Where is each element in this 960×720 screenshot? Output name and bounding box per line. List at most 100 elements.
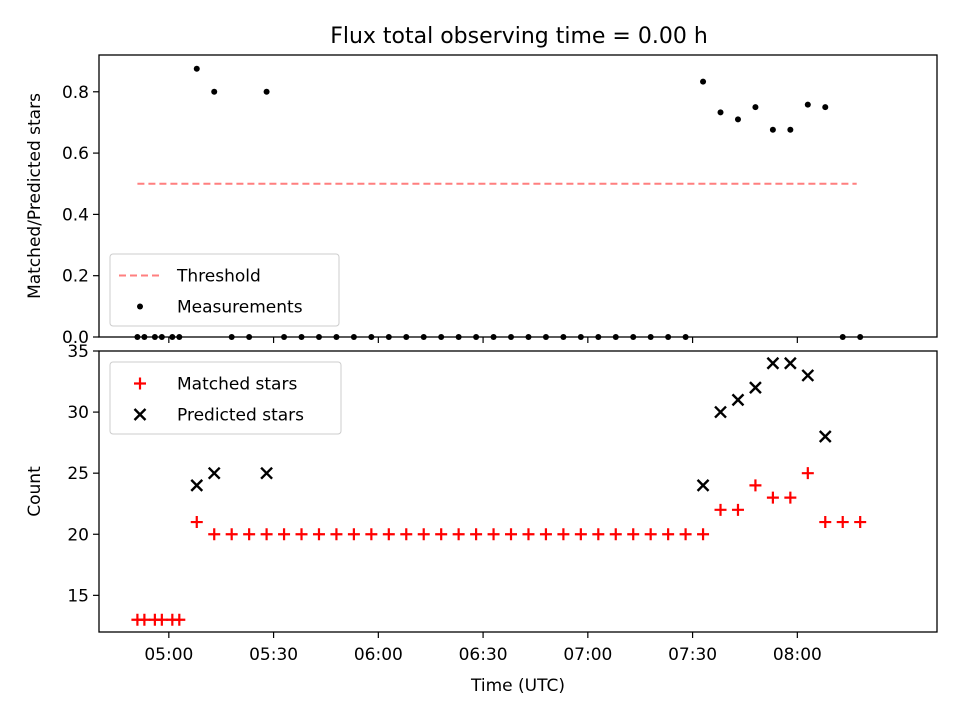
data-point [417, 528, 430, 541]
ratio-legend: Threshold Measurements [109, 253, 340, 327]
data-point [769, 126, 776, 133]
legend-label: Threshold [176, 267, 261, 287]
data-point [818, 430, 832, 443]
data-point [505, 528, 518, 541]
legend-swatch [133, 408, 147, 421]
y-tick-label: 30 [67, 403, 89, 423]
data-point [312, 528, 325, 541]
legend-label: Measurements [177, 298, 303, 318]
y-tick-label: 15 [67, 586, 89, 606]
count-y-axis-label: Count [25, 466, 45, 517]
data-point [734, 116, 741, 123]
data-point [697, 528, 710, 541]
y-tick-label: 35 [67, 342, 89, 362]
data-point [193, 65, 200, 72]
chart-title: Flux total observing time = 0.00 h [330, 24, 708, 49]
data-point [752, 104, 759, 111]
data-point [714, 503, 727, 516]
legend-label: Predicted stars [177, 406, 304, 426]
y-tick-label: 0.6 [62, 144, 89, 164]
data-point [155, 613, 168, 626]
data-point [731, 393, 745, 407]
legend-box [109, 253, 340, 327]
data-point [822, 104, 829, 111]
ratio-axes-frame [98, 54, 938, 338]
data-point [854, 516, 867, 529]
x-tick-label: 06:00 [354, 645, 403, 665]
y-tick-label: 25 [67, 464, 89, 484]
legend-label: Matched stars [177, 375, 297, 395]
count-axes-frame [98, 350, 938, 633]
data-point [679, 528, 692, 541]
data-point [700, 78, 707, 85]
data-point [784, 356, 797, 370]
ratio-panel: 0.00.20.40.60.8 Matched/Predicted stars … [25, 54, 938, 348]
data-point [190, 479, 204, 492]
data-point [382, 528, 395, 541]
data-point [784, 491, 797, 504]
data-point [749, 479, 762, 492]
data-point [295, 528, 308, 541]
data-point [731, 503, 744, 516]
legend-box [109, 361, 342, 435]
y-tick-label: 0.4 [62, 205, 89, 225]
data-point [592, 528, 605, 541]
data-point [696, 479, 710, 492]
x-tick-label: 05:30 [249, 645, 298, 665]
data-point [522, 528, 535, 541]
data-point [801, 369, 815, 382]
count-panel: 15 20 25 30 35 05:00 05:30 06:00 06:30 07:00 07:30… [25, 342, 938, 696]
data-point [470, 528, 483, 541]
data-point [557, 528, 570, 541]
data-point [662, 528, 675, 541]
data-point [819, 516, 832, 529]
data-point [225, 528, 238, 541]
y-tick-label: 0.0 [62, 328, 89, 348]
x-tick-label: 08:00 [773, 645, 822, 665]
ratio-y-axis-label: Matched/Predicted stars [25, 93, 45, 299]
count-legend: Matched stars Predicted stars [109, 361, 342, 435]
data-point [207, 466, 221, 480]
legend-swatch [134, 377, 146, 390]
data-point [539, 528, 552, 541]
y-tick-label: 20 [67, 525, 89, 545]
x-tick-label: 07:30 [668, 645, 717, 665]
data-point [211, 88, 218, 95]
data-point [749, 381, 762, 395]
data-point [190, 516, 203, 529]
data-point [766, 356, 780, 370]
count-series [131, 356, 867, 626]
x-tick-label: 06:30 [459, 645, 508, 665]
data-point [263, 88, 270, 95]
data-point [208, 528, 221, 541]
data-point [836, 516, 849, 529]
y-tick-label: 0.8 [62, 83, 89, 103]
data-point [627, 528, 640, 541]
data-point [644, 528, 657, 541]
data-point [138, 613, 151, 626]
data-point [278, 528, 291, 541]
data-point [804, 101, 811, 108]
ratio-axis-ticks: 0.0 0.2 0.4 0.6 0.8 [62, 83, 798, 348]
data-point [260, 466, 273, 480]
data-point [717, 109, 724, 116]
data-point [330, 528, 343, 541]
data-point [365, 528, 378, 541]
data-point [243, 528, 256, 541]
x-tick-label: 07:00 [563, 645, 612, 665]
data-point [452, 528, 465, 541]
data-point [435, 528, 448, 541]
count-axis-ticks: 15 20 25 30 35 05:00 05:30 06:00 06:30 07:00 07:30… [67, 342, 821, 665]
data-point [574, 528, 587, 541]
data-point [766, 491, 779, 504]
data-point [347, 528, 360, 541]
data-point [801, 467, 814, 480]
data-point [400, 528, 413, 541]
data-point [487, 528, 500, 541]
data-point [260, 528, 273, 541]
x-tick-label: 05:00 [144, 645, 193, 665]
data-point [173, 613, 186, 626]
data-point [787, 126, 794, 133]
data-point [714, 405, 727, 419]
